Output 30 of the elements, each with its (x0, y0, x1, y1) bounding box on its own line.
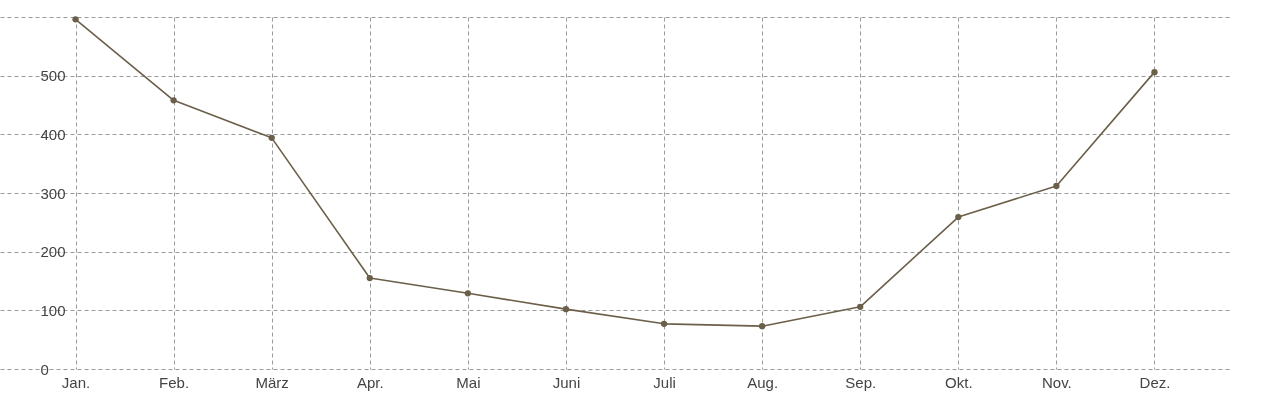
x-tick-label: Feb. (159, 373, 190, 391)
point (268, 134, 275, 142)
point (170, 97, 177, 104)
point (366, 274, 373, 282)
x-tick-label: Aug. (747, 373, 779, 391)
point (1053, 182, 1060, 190)
x-tick-label: Dez. (1139, 373, 1171, 391)
y-tick-label: 100 (40, 301, 66, 319)
y-tick-label: 200 (40, 243, 66, 261)
y-tick-label: 300 (40, 184, 66, 202)
y-tick-label: 400 (40, 125, 66, 143)
point (464, 290, 472, 297)
x-tick-label: Juli (653, 373, 676, 391)
y-tick-label: 500 (40, 67, 66, 85)
point (857, 303, 864, 310)
point (562, 306, 570, 313)
x-tick-label: Okt. (945, 373, 973, 391)
x-tick-label: Juni (552, 373, 581, 391)
x-tick-label: Nov. (1042, 373, 1072, 391)
x-tick-label: Mai (456, 373, 481, 391)
x-tick-label: Apr. (356, 373, 384, 391)
point (955, 213, 962, 221)
x-tick-label: März (255, 373, 289, 391)
point (660, 320, 668, 327)
x-tick-label: Jan. (61, 373, 91, 391)
point (72, 16, 79, 23)
point (1151, 68, 1158, 76)
x-tick-label: Sep. (845, 373, 877, 391)
point (758, 323, 766, 330)
y-tick-label: 0 (40, 360, 49, 378)
